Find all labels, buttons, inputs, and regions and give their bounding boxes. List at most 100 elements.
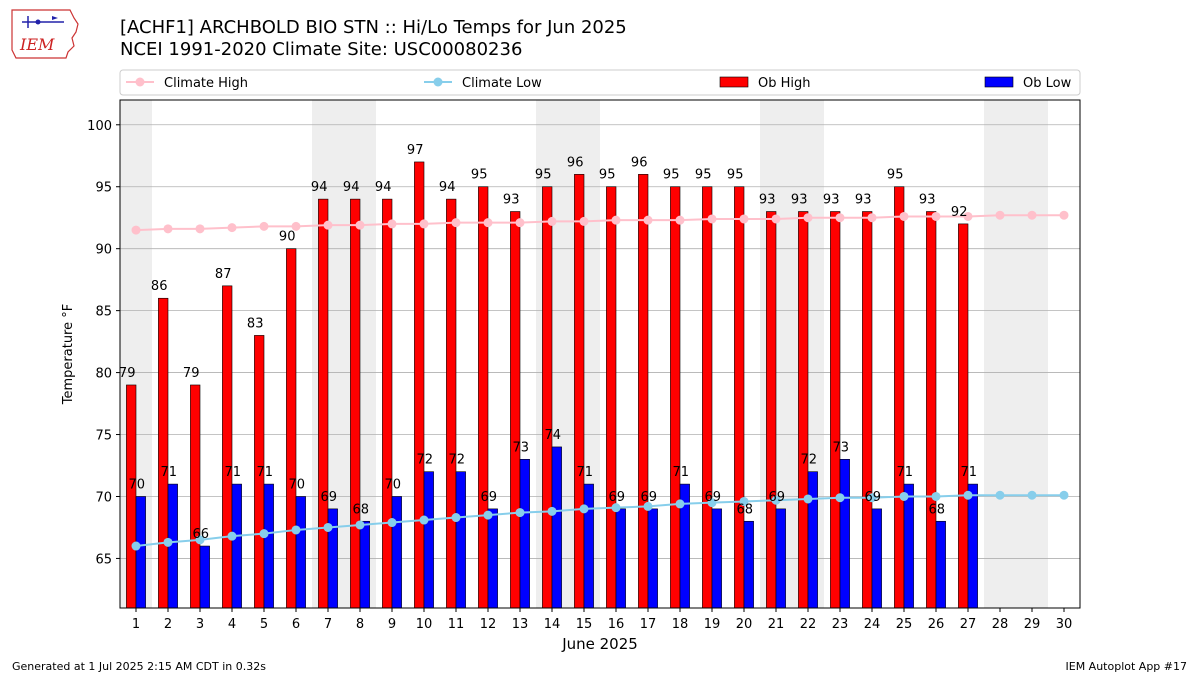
climate-low-point: [1027, 490, 1037, 500]
y-tick-label: 100: [87, 119, 112, 134]
x-tick-label: 13: [512, 617, 529, 632]
climate-low-point: [707, 498, 717, 508]
climate-low-point: [131, 541, 141, 551]
ob-low-bar: [807, 471, 818, 609]
x-tick-label: 2: [164, 617, 172, 632]
x-tick-label: 30: [1056, 617, 1073, 632]
ob-low-value-label: 68: [353, 502, 370, 517]
climate-low-point: [195, 535, 205, 545]
ob-low-value-label: 69: [641, 490, 658, 505]
ob-low-value-label: 69: [769, 490, 786, 505]
ob-high-bar: [574, 174, 585, 609]
ob-low-bar: [903, 483, 914, 609]
x-tick-label: 14: [544, 617, 561, 632]
climate-high-point: [227, 223, 237, 233]
climate-high-point: [707, 214, 717, 224]
ob-low-bar: [583, 483, 594, 609]
climate-low-point: [163, 537, 173, 547]
climate-high-point: [547, 216, 557, 226]
climate-low-point: [515, 508, 525, 518]
x-tick-label: 27: [960, 617, 977, 632]
logo-text: IEM: [19, 35, 55, 54]
ob-high-bar: [126, 384, 137, 609]
ob-low-value-label: 72: [449, 453, 466, 468]
ob-high-bar: [318, 198, 329, 609]
x-tick-label: 24: [864, 617, 881, 632]
climate-high-point: [771, 214, 781, 224]
ob-low-bar: [647, 508, 658, 609]
climate-high-point: [387, 219, 397, 229]
ob-high-value-label: 79: [119, 366, 136, 381]
ob-high-value-label: 95: [471, 168, 488, 183]
climate-low-point: [451, 513, 461, 523]
legend-ob-low-label: Ob Low: [1023, 76, 1072, 91]
ob-low-bar: [775, 508, 786, 609]
legend-ob-high-label: Ob High: [758, 76, 811, 91]
ob-high-bar: [702, 186, 713, 609]
ob-low-value-label: 71: [673, 465, 690, 480]
climate-high-point: [323, 220, 333, 230]
ob-low-bar: [263, 483, 274, 609]
ob-low-bar: [487, 508, 498, 609]
x-tick-label: 3: [196, 617, 204, 632]
x-tick-label: 21: [768, 617, 785, 632]
ob-high-value-label: 93: [823, 193, 840, 208]
ob-high-value-label: 83: [247, 316, 264, 331]
ob-low-bar: [839, 459, 850, 609]
climate-low-point: [259, 529, 269, 539]
ob-low-value-label: 68: [929, 502, 946, 517]
x-tick-label: 12: [480, 617, 497, 632]
ob-low-value-label: 71: [225, 465, 242, 480]
ob-low-bar: [967, 483, 978, 609]
climate-low-point: [323, 522, 333, 532]
ob-high-value-label: 95: [887, 168, 904, 183]
climate-low-point: [355, 520, 365, 530]
y-tick-label: 85: [95, 305, 112, 320]
climate-high-point: [195, 224, 205, 234]
y-tick-label: 95: [95, 181, 112, 196]
x-tick-label: 20: [736, 617, 753, 632]
climate-high-point: [995, 210, 1005, 220]
climate-low-point: [899, 491, 909, 501]
legend: Climate High Climate Low Ob High Ob Low: [119, 69, 1081, 96]
ob-high-value-label: 95: [663, 168, 680, 183]
climate-low-point: [675, 499, 685, 509]
ob-low-value-label: 72: [417, 453, 434, 468]
ob-low-value-label: 71: [161, 465, 178, 480]
climate-high-point: [579, 216, 589, 226]
ob-high-value-label: 93: [919, 193, 936, 208]
ob-low-bar: [519, 459, 530, 609]
ob-high-value-label: 87: [215, 267, 232, 282]
legend-climate-low-label: Climate Low: [462, 76, 542, 91]
climate-low-line: [135, 494, 1064, 548]
ob-high-bar: [606, 186, 617, 609]
climate-low-point: [803, 494, 813, 504]
climate-low-point: [419, 515, 429, 525]
plot-frame: [119, 99, 1081, 609]
climate-low-point: [867, 493, 877, 503]
ob-high-bar: [382, 198, 393, 609]
climate-high-point: [739, 214, 749, 224]
x-tick-label: 7: [324, 617, 332, 632]
x-tick-label: 26: [928, 617, 945, 632]
climate-high-point: [867, 213, 877, 223]
ob-high-bar: [894, 186, 905, 609]
climate-high-point: [259, 221, 269, 231]
ob-high-value-label: 94: [375, 180, 392, 195]
climate-high-point: [355, 220, 365, 230]
ob-low-bar: [231, 483, 242, 609]
ob-high-value-label: 94: [439, 180, 456, 195]
ob-low-value-label: 69: [705, 490, 722, 505]
ob-low-bar: [615, 508, 626, 609]
ob-low-bar: [423, 471, 434, 609]
x-tick-label: 10: [416, 617, 433, 632]
climate-low-point: [931, 491, 941, 501]
ob-high-bar: [158, 297, 169, 609]
x-tick-label: 17: [640, 617, 657, 632]
climate-high-point: [515, 218, 525, 228]
chart-title: [ACHF1] ARCHBOLD BIO STN :: Hi/Lo Temps …: [120, 17, 627, 38]
climate-high-point: [451, 218, 461, 228]
climate-high-point: [675, 215, 685, 225]
ob-high-value-label: 96: [567, 155, 584, 170]
app-credit: IEM Autoplot App #17: [1065, 660, 1188, 673]
